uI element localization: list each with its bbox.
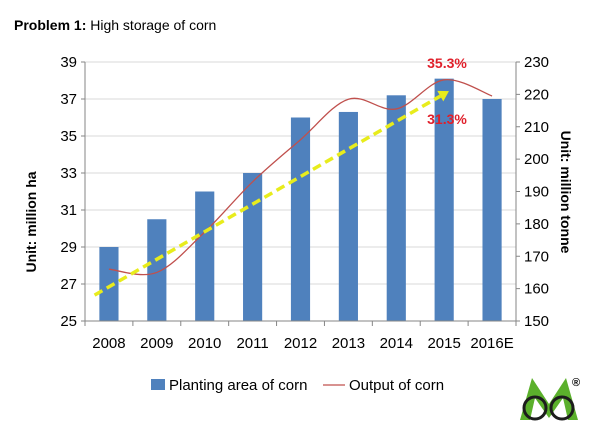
bar-2011 <box>243 173 263 321</box>
x-tick-label-2008: 2008 <box>92 335 125 352</box>
trend-line <box>93 94 442 297</box>
right-tick-label-230: 230 <box>524 54 549 71</box>
bar-series <box>99 78 502 322</box>
annotation-35-3: 35.3% <box>427 55 467 71</box>
axes <box>81 61 520 326</box>
right-axis-label: Unit: million tonne <box>558 131 574 254</box>
chart-title: Problem 1: High storage of corn <box>14 17 216 33</box>
legend: Planting area of corn Output of corn <box>151 377 444 394</box>
right-tick-label-160: 160 <box>524 281 549 298</box>
trend-arrow <box>93 90 449 297</box>
right-tick-label-170: 170 <box>524 248 549 265</box>
logo-registered-mark: ® <box>572 377 580 389</box>
legend-swatch-planting-area <box>151 379 165 390</box>
bar-2008 <box>99 247 119 321</box>
trend-arrowhead <box>437 90 449 102</box>
x-tick-label-2014: 2014 <box>380 335 413 352</box>
x-tick-label-2015: 2015 <box>427 335 460 352</box>
legend-label-output: Output of corn <box>349 377 444 394</box>
right-axis-ticks: 150 160 170 180 190 200 210 220 230 <box>524 54 549 330</box>
bar-2015 <box>434 78 454 322</box>
logo-ring-left <box>522 395 548 421</box>
right-tick-label-190: 190 <box>524 184 549 201</box>
left-tick-label-25: 25 <box>60 313 77 330</box>
right-tick-label-150: 150 <box>524 313 549 330</box>
logo-ring-right <box>549 395 575 421</box>
legend-label-planting-area: Planting area of corn <box>169 377 307 394</box>
output-line <box>108 79 493 276</box>
line-series <box>108 79 493 276</box>
right-tick-label-180: 180 <box>524 216 549 233</box>
x-tick-label-2016e: 2016E <box>470 335 513 352</box>
brand-logo: ® <box>520 377 580 421</box>
annotation-31-3: 31.3% <box>427 111 467 127</box>
bar-2016e <box>482 99 502 321</box>
x-tick-label-2009: 2009 <box>140 335 173 352</box>
chart-title-rest: High storage of corn <box>86 17 217 33</box>
bar-2009 <box>147 219 167 321</box>
left-tick-label-29: 29 <box>60 239 77 256</box>
left-tick-label-27: 27 <box>60 276 77 293</box>
bar-2012 <box>290 117 311 321</box>
left-tick-label-37: 37 <box>60 91 77 108</box>
chart-title-bold: Problem 1: <box>14 17 87 33</box>
left-tick-label-35: 35 <box>60 128 77 145</box>
left-axis-label: Unit: million ha <box>23 171 39 272</box>
right-tick-label-210: 210 <box>524 119 549 136</box>
x-axis-ticks: 2008 2009 2010 2011 2012 2013 2014 2015 2016E <box>92 335 513 352</box>
left-tick-label-39: 39 <box>60 54 77 71</box>
right-tick-label-220: 220 <box>524 86 549 103</box>
bar-2014 <box>386 95 406 321</box>
x-tick-label-2010: 2010 <box>188 335 221 352</box>
right-tick-label-200: 200 <box>524 151 549 168</box>
bar-2010 <box>195 191 215 321</box>
x-tick-label-2013: 2013 <box>332 335 365 352</box>
left-axis-ticks: 25 27 29 31 33 35 37 39 <box>60 54 77 330</box>
left-tick-label-33: 33 <box>60 165 77 182</box>
logo-shape <box>520 378 578 420</box>
left-tick-label-31: 31 <box>60 202 77 219</box>
bar-2013 <box>338 111 358 321</box>
x-tick-label-2012: 2012 <box>284 335 317 352</box>
x-tick-label-2011: 2011 <box>236 335 268 352</box>
